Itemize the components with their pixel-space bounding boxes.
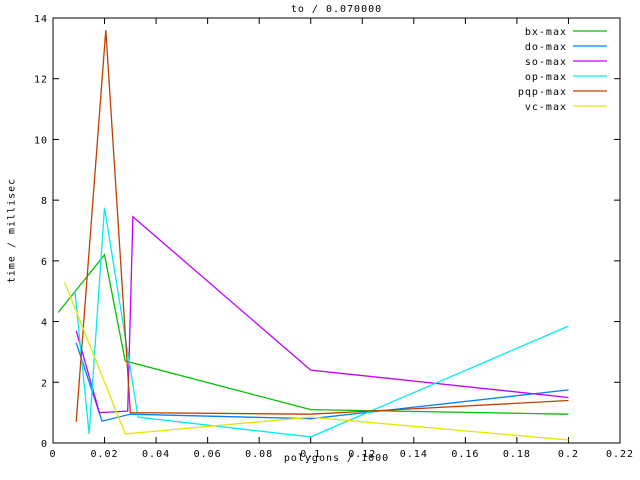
y-tick-label: 8	[41, 196, 48, 207]
legend-label-do-max: do-max	[525, 42, 567, 53]
legend-label-vc-max: vc-max	[525, 102, 567, 113]
y-tick-label: 12	[34, 75, 48, 86]
plot-border	[52, 17, 621, 444]
x-tick-label: 0.2	[558, 449, 579, 460]
x-tick-label: 0.04	[142, 449, 170, 460]
x-tick-label: 0.06	[194, 449, 222, 460]
legend-label-bx-max: bx-max	[525, 27, 567, 38]
series-line-bx-max	[57, 253, 569, 415]
y-tick-label: 14	[34, 14, 48, 25]
legend-label-pqp-max: pqp-max	[518, 87, 567, 98]
legend-label-so-max: so-max	[525, 57, 567, 68]
legend-label-op-max: op-max	[525, 72, 567, 83]
x-tick-label: 0	[49, 449, 56, 460]
series-line-vc-max	[63, 281, 569, 441]
x-tick-label: 0.12	[348, 449, 376, 460]
y-tick-label: 2	[41, 378, 48, 389]
series-line-op-max	[74, 207, 569, 438]
y-tick-label: 4	[41, 318, 48, 329]
chart-title: to / 0.070000	[290, 4, 383, 15]
x-axis-title: polygons / 1000	[283, 453, 390, 464]
series-line-so-max	[75, 215, 569, 414]
x-tick-label: 0.14	[400, 449, 428, 460]
series-line-pqp-max	[75, 30, 569, 422]
x-tick-label: 0.08	[245, 449, 273, 460]
y-tick-label: 0	[41, 439, 48, 450]
y-axis-title: time / millisec	[6, 177, 18, 284]
x-tick-label: 0.18	[503, 449, 531, 460]
x-tick-label: 0.02	[90, 449, 118, 460]
x-tick-label: 0.22	[606, 449, 634, 460]
y-tick-label: 6	[41, 257, 48, 268]
x-tick-label: 0.1	[300, 449, 321, 460]
y-tick-label: 10	[34, 135, 48, 146]
x-tick-label: 0.16	[451, 449, 479, 460]
